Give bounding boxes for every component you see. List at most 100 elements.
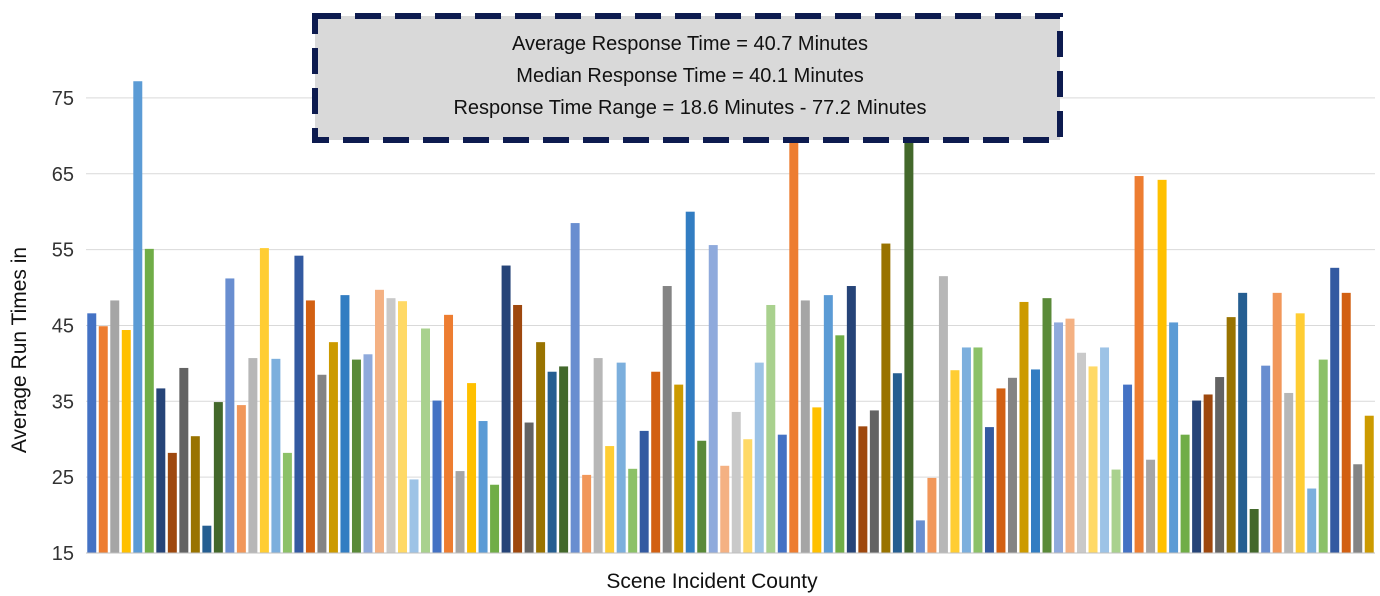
bar xyxy=(363,354,373,553)
bar xyxy=(651,371,661,553)
bar xyxy=(570,223,580,553)
bar xyxy=(490,484,500,553)
bar xyxy=(386,298,396,553)
bar xyxy=(478,421,488,553)
bar xyxy=(305,300,315,553)
bar xyxy=(996,388,1006,553)
bar xyxy=(800,300,810,553)
bar xyxy=(777,434,787,553)
bar xyxy=(467,383,477,553)
bar xyxy=(869,410,879,553)
bar xyxy=(961,347,971,553)
bar xyxy=(1111,469,1121,553)
bar xyxy=(881,243,891,554)
bar xyxy=(271,358,281,553)
bar xyxy=(892,373,902,553)
bar xyxy=(1180,434,1190,553)
bar xyxy=(121,330,131,553)
bar xyxy=(1088,366,1098,553)
bar xyxy=(1318,359,1328,553)
bar xyxy=(409,479,419,553)
bar xyxy=(501,265,511,553)
bar xyxy=(927,477,937,553)
bar xyxy=(1192,400,1202,553)
bar xyxy=(179,367,189,553)
response-time-range-text: Response Time Range = 18.6 Minutes - 77.… xyxy=(453,97,926,119)
bar xyxy=(1203,394,1213,553)
bar xyxy=(340,295,350,553)
bar xyxy=(605,446,615,553)
bar xyxy=(559,366,569,553)
bar xyxy=(1261,365,1271,553)
bar xyxy=(444,314,454,553)
bar xyxy=(513,304,523,553)
bar xyxy=(1031,369,1040,553)
bar xyxy=(846,286,856,553)
bar xyxy=(328,342,338,553)
bar xyxy=(294,255,304,553)
y-tick-label: 25 xyxy=(52,467,74,489)
bar xyxy=(1123,384,1133,553)
bar xyxy=(720,465,730,553)
bar xyxy=(432,400,442,553)
bar xyxy=(674,384,684,553)
bar xyxy=(743,439,753,553)
bar xyxy=(236,405,246,553)
summary-stats-box-frame xyxy=(312,13,1063,143)
bar xyxy=(731,411,741,553)
bar xyxy=(259,248,269,553)
bar xyxy=(317,374,327,553)
bar xyxy=(421,328,430,553)
bar xyxy=(1169,322,1179,553)
bar xyxy=(938,276,948,553)
bar xyxy=(766,304,776,553)
y-tick-label: 55 xyxy=(52,240,74,262)
bar xyxy=(1065,318,1075,553)
bar xyxy=(455,471,465,553)
bar xyxy=(351,359,361,553)
bar xyxy=(213,402,223,553)
bar xyxy=(616,362,626,553)
bar xyxy=(915,520,925,553)
bar xyxy=(835,335,845,553)
bars xyxy=(87,81,1374,554)
bar xyxy=(133,81,143,554)
y-tick-label: 35 xyxy=(52,391,74,413)
bar xyxy=(984,427,994,553)
summary-stats-box: Average Response Time = 40.7 Minutes Med… xyxy=(312,13,1063,143)
bar xyxy=(1353,464,1363,553)
bar xyxy=(582,474,592,553)
bar xyxy=(1284,392,1294,553)
bar xyxy=(1307,488,1317,553)
bar xyxy=(144,248,154,554)
bar xyxy=(1146,459,1156,553)
bar xyxy=(398,301,407,553)
bar xyxy=(225,278,235,553)
bar xyxy=(593,358,603,553)
bar xyxy=(950,370,960,553)
y-tick-label: 75 xyxy=(52,88,74,110)
bar xyxy=(697,440,707,553)
y-tick-label: 15 xyxy=(52,543,74,565)
bar xyxy=(1157,179,1167,553)
bar xyxy=(1330,267,1340,553)
bar xyxy=(1007,377,1017,553)
bar xyxy=(628,468,638,553)
bar xyxy=(858,426,868,553)
bar xyxy=(1272,292,1282,553)
bar xyxy=(812,407,822,553)
bar xyxy=(1364,415,1374,553)
bar xyxy=(524,422,534,553)
bar xyxy=(1042,298,1052,553)
bar xyxy=(110,300,120,553)
x-axis-title: Scene Incident County xyxy=(606,570,818,593)
bar xyxy=(1238,292,1248,553)
y-axis-ticks: 15 25 35 45 55 65 75 xyxy=(52,88,74,565)
bar xyxy=(87,313,97,553)
bar xyxy=(639,430,649,553)
bar xyxy=(789,134,799,553)
bar xyxy=(708,245,718,553)
bar xyxy=(547,371,557,553)
bar xyxy=(167,452,177,553)
